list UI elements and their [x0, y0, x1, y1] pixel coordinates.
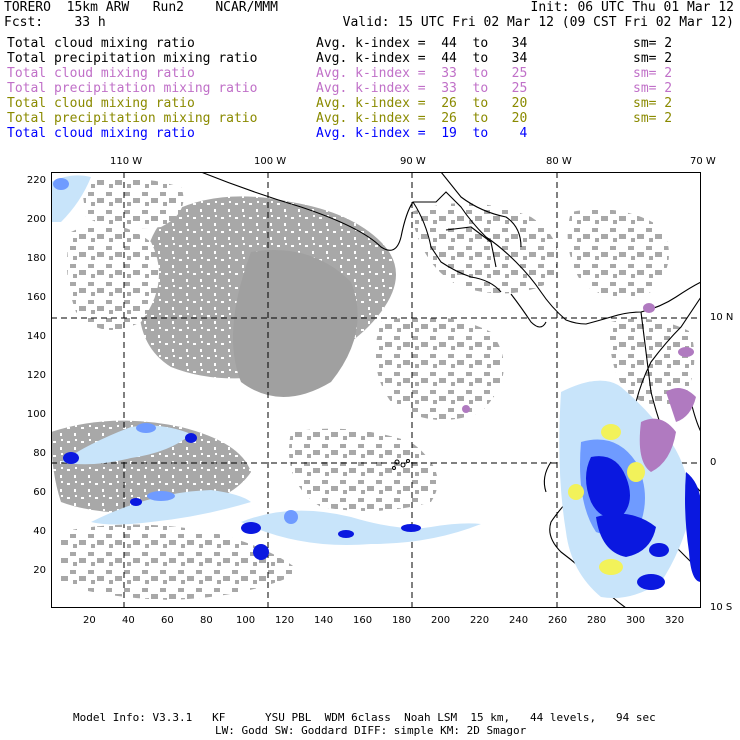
x-tick: 120 — [275, 615, 295, 626]
forecast-hour: Fcst: 33 h — [4, 15, 106, 30]
lat-label-equator: 0 — [710, 457, 717, 468]
x-tick: 160 — [353, 615, 373, 626]
legend-k-index: Avg. k-index = 44 to 34 — [316, 36, 528, 51]
x-tick: 180 — [392, 615, 412, 626]
x-tick: 80 — [200, 615, 213, 626]
legend-variable: Total precipitation mixing ratio — [7, 111, 258, 126]
lon-label-80w: 80 W — [546, 156, 572, 167]
y-tick: 60 — [33, 487, 46, 498]
legend-k-index: Avg. k-index = 26 to 20 — [316, 96, 528, 111]
y-tick: 20 — [33, 565, 46, 576]
legend-row: Total cloud mixing ratio Avg. k-index = … — [7, 36, 732, 51]
x-tick: 140 — [314, 615, 334, 626]
legend-variable: Total cloud mixing ratio — [7, 36, 195, 51]
y-tick: 80 — [33, 448, 46, 459]
y-tick: 220 — [26, 175, 46, 186]
x-tick: 240 — [509, 615, 529, 626]
legend-variable: Total cloud mixing ratio — [7, 66, 195, 81]
physics-info: LW: Godd SW: Goddard DIFF: simple KM: 2D… — [215, 724, 527, 737]
legend-row: Total precipitation mixing ratio Avg. k-… — [7, 51, 732, 66]
y-tick: 40 — [33, 526, 46, 537]
lat-label-10s: 10 S — [710, 602, 733, 613]
legend-k-index: Avg. k-index = 19 to 4 — [316, 126, 528, 141]
x-tick: 60 — [161, 615, 174, 626]
y-tick: 160 — [26, 292, 46, 303]
x-tick: 280 — [587, 615, 607, 626]
y-tick: 200 — [26, 214, 46, 225]
legend-smoothing: sm= 2 — [633, 96, 673, 111]
model-info: Model Info: V3.3.1 KF YSU PBL WDM 6class… — [73, 711, 656, 724]
legend-smoothing: sm= 2 — [633, 51, 673, 66]
x-tick: 260 — [548, 615, 568, 626]
legend-smoothing: sm= 2 — [633, 111, 673, 126]
y-tick: 180 — [26, 253, 46, 264]
legend-k-index: Avg. k-index = 33 to 25 — [316, 81, 528, 96]
forecast-map — [51, 172, 701, 608]
legend-variable: Total cloud mixing ratio — [7, 126, 195, 141]
map-frame — [51, 172, 701, 608]
x-tick: 300 — [626, 615, 646, 626]
y-tick: 140 — [26, 331, 46, 342]
legend-row: Total cloud mixing ratio Avg. k-index = … — [7, 96, 732, 111]
x-tick: 20 — [83, 615, 96, 626]
valid-time: Valid: 15 UTC Fri 02 Mar 12 (09 CST Fri … — [342, 15, 734, 30]
legend-row: Total cloud mixing ratio Avg. k-index = … — [7, 66, 732, 81]
legend-k-index: Avg. k-index = 26 to 20 — [316, 111, 528, 126]
init-time: Init: 06 UTC Thu 01 Mar 12 — [530, 0, 735, 15]
legend-variable: Total precipitation mixing ratio — [7, 51, 258, 66]
run-title: TORERO 15km ARW Run2 NCAR/MMM — [4, 0, 278, 15]
legend-row: Total cloud mixing ratio Avg. k-index = … — [7, 126, 732, 141]
lon-label-110w: 110 W — [110, 156, 143, 167]
legend-variable: Total cloud mixing ratio — [7, 96, 195, 111]
legend-variable: Total precipitation mixing ratio — [7, 81, 258, 96]
x-tick: 40 — [122, 615, 135, 626]
legend-row: Total precipitation mixing ratio Avg. k-… — [7, 111, 732, 126]
lat-label-10n: 10 N — [710, 312, 734, 323]
legend-smoothing: sm= 2 — [633, 81, 673, 96]
x-tick: 320 — [665, 615, 685, 626]
legend-k-index: Avg. k-index = 33 to 25 — [316, 66, 528, 81]
y-tick: 120 — [26, 370, 46, 381]
legend-smoothing: sm= 2 — [633, 36, 673, 51]
legend-k-index: Avg. k-index = 44 to 34 — [316, 51, 528, 66]
galapagos-islands — [392, 459, 410, 470]
legend-smoothing: sm= 2 — [633, 66, 673, 81]
cloud-field-gray — [51, 178, 695, 600]
y-tick: 100 — [26, 409, 46, 420]
lon-label-100w: 100 W — [254, 156, 287, 167]
x-tick: 100 — [236, 615, 256, 626]
x-tick: 220 — [470, 615, 490, 626]
lon-label-90w: 90 W — [400, 156, 426, 167]
precip-fields — [51, 175, 701, 598]
legend-row: Total precipitation mixing ratio Avg. k-… — [7, 81, 732, 96]
lon-label-70w: 70 W — [690, 156, 716, 167]
x-tick: 200 — [431, 615, 451, 626]
